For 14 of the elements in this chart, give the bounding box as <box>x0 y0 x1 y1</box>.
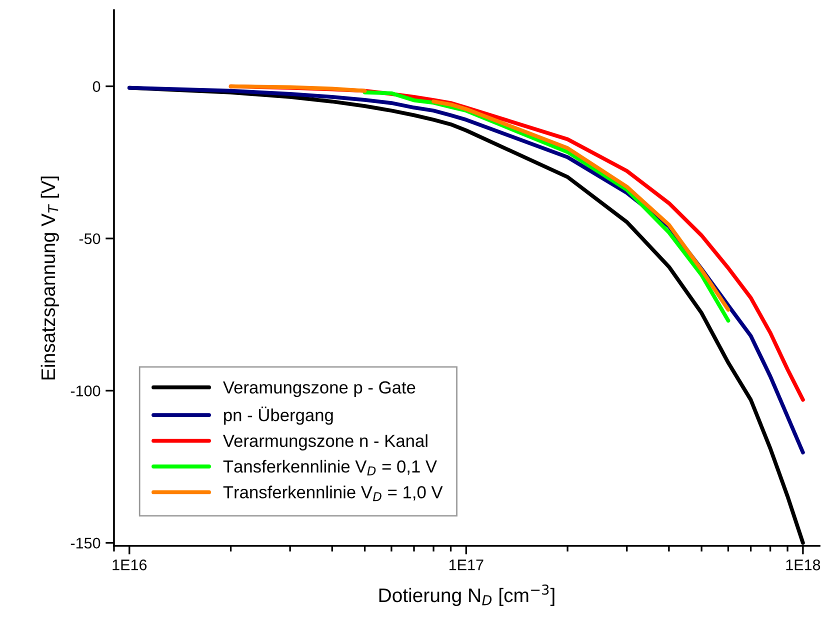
x-tick-label: 1E17 <box>449 560 484 570</box>
x-tick-label: 1E18 <box>786 560 820 570</box>
x-tick-label: 1E16 <box>112 560 147 570</box>
y-tick-label: 0 <box>92 81 100 92</box>
legend-label: Verarmungszone n - Kanal <box>223 434 428 450</box>
legend-label: Transferkennlinie V$_{D}$ = 1,0 V <box>223 486 443 502</box>
y-axis-title: Einsatzspannung V$_{T}$ [V] <box>40 176 59 380</box>
y-tick-label: -150 <box>70 538 100 549</box>
y-tick-label: -100 <box>70 386 100 396</box>
legend-label: Tansferkennlinie V$_{D}$ = 0,1 V <box>223 460 437 476</box>
y-tick-label: -50 <box>79 233 100 244</box>
legend-label: Veramungszone p - Gate <box>223 381 416 398</box>
x-axis-title: Dotierung N$_{D}$ [cm$^{−3}$] <box>379 584 554 606</box>
legend-label: pn - Übergang <box>224 406 333 425</box>
